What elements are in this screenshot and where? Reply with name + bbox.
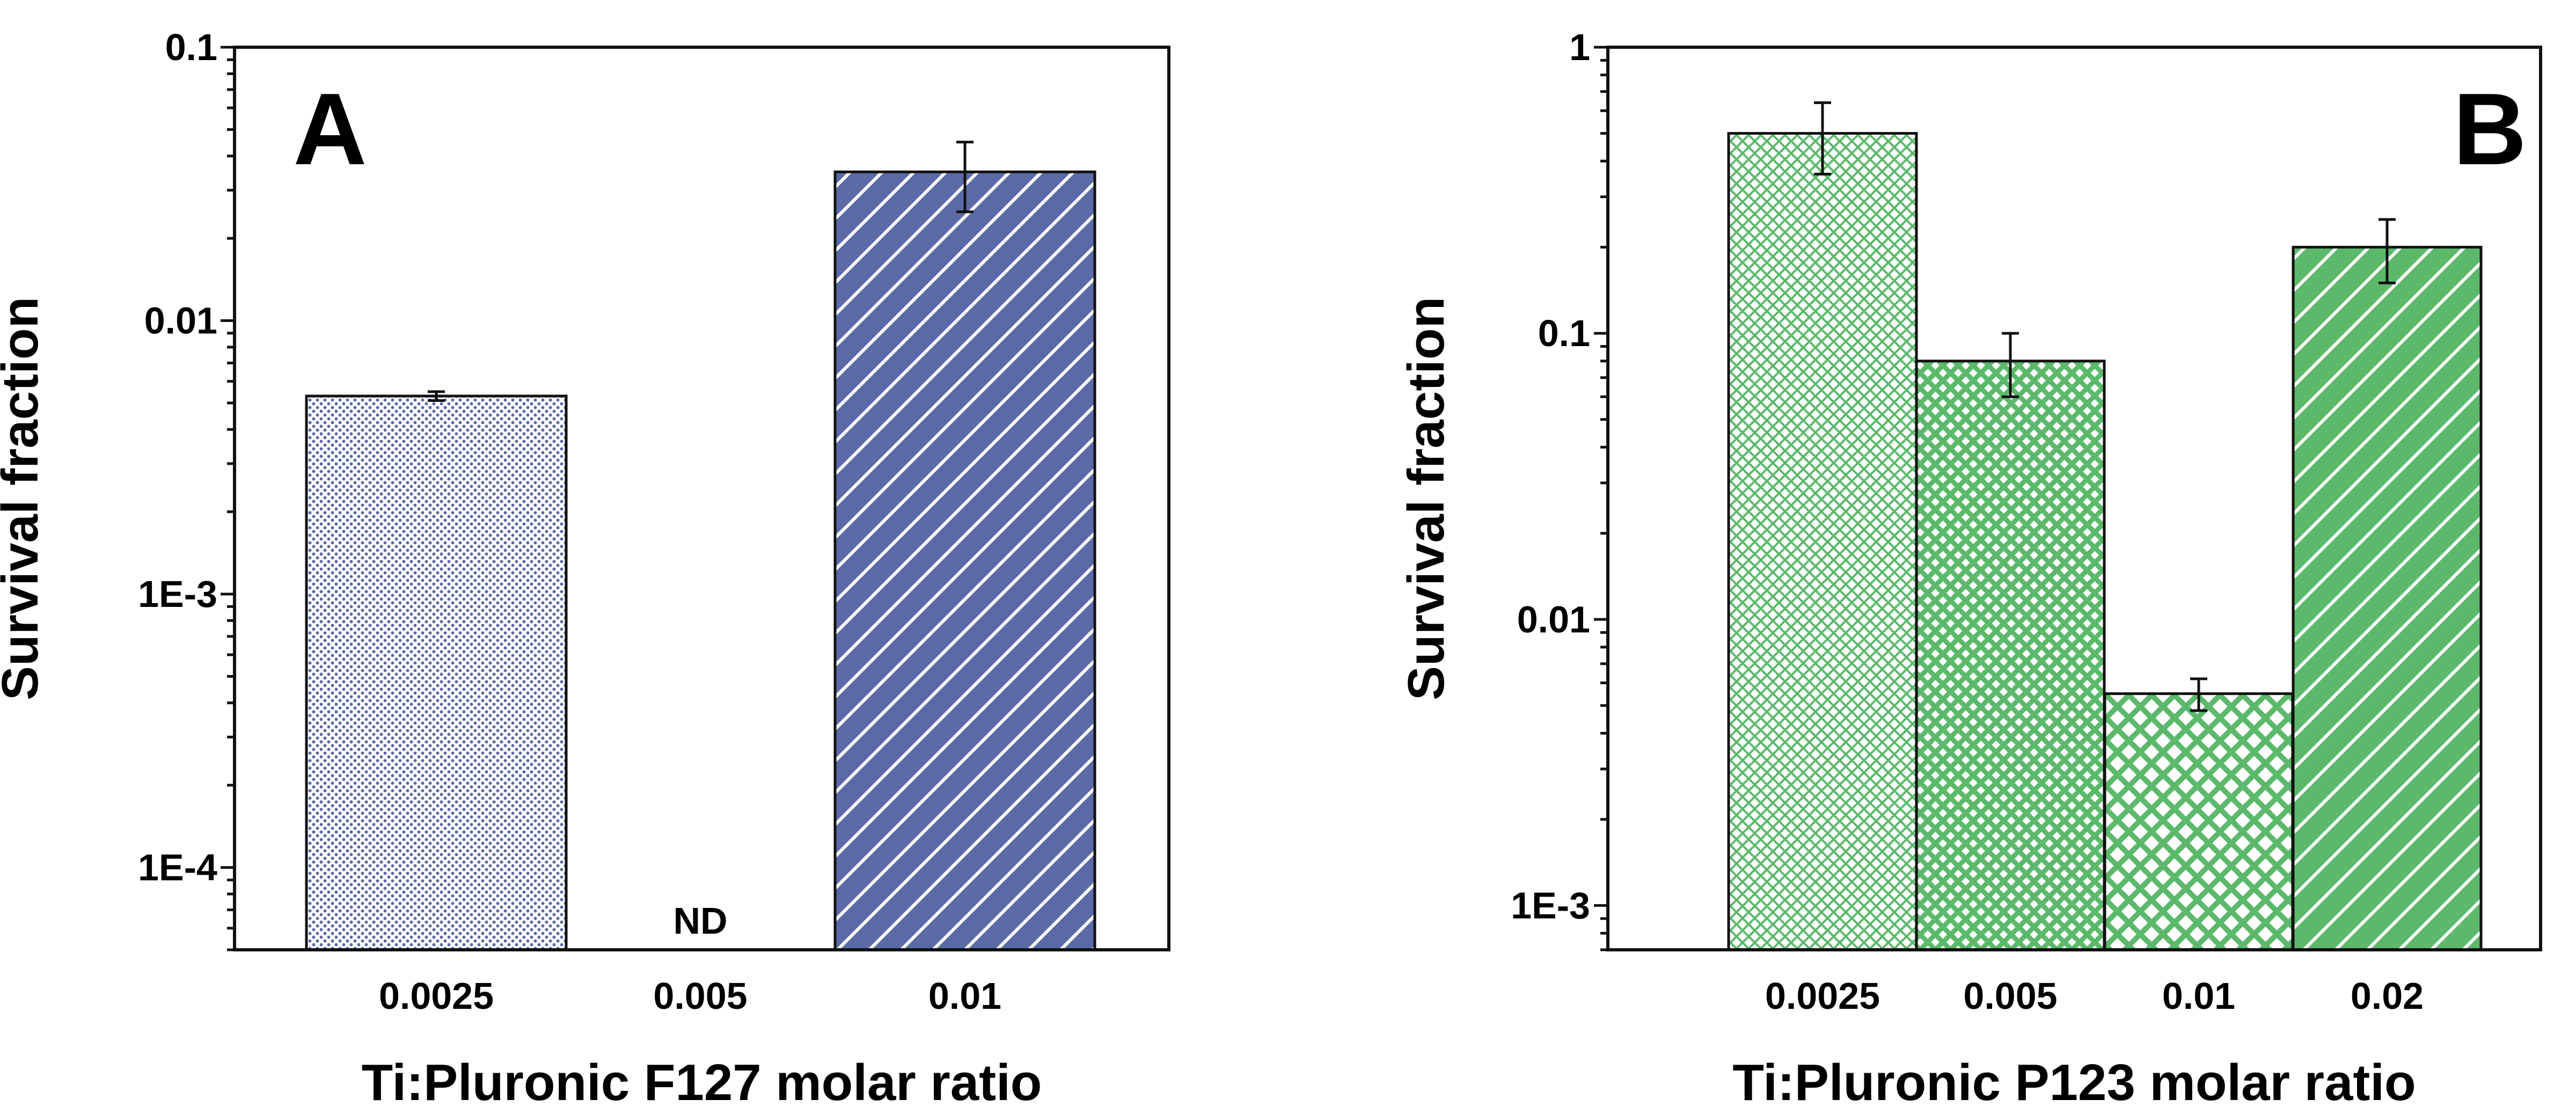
x-tick-label-a-3: 0.01 bbox=[928, 975, 1001, 1017]
chart-panel-b: 0.0025 0.005 0.01 0.02 1 0.1 0.01 1E-3 Survival … bbox=[1397, 26, 2542, 1111]
x-axis-title-a: Ti:Pluronic F127 molar ratio bbox=[362, 1054, 1042, 1111]
y-tick-label-b-2: 0.1 bbox=[1538, 312, 1590, 354]
y-tick-label-b-1: 1 bbox=[1569, 26, 1590, 68]
y-tick-label-b-4: 1E-3 bbox=[1511, 884, 1590, 926]
x-axis-title-b: Ti:Pluronic P123 molar ratio bbox=[1732, 1054, 2416, 1111]
bar-a-3 bbox=[833, 170, 1096, 951]
y-tick-label-a-2: 0.01 bbox=[144, 300, 217, 342]
x-tick-label-a-1: 0.0025 bbox=[379, 975, 494, 1017]
bar-b-4 bbox=[2292, 246, 2483, 951]
x-tick-label-a-2: 0.005 bbox=[653, 975, 747, 1017]
bar-b-3 bbox=[2103, 692, 2294, 951]
error-bar-b-4 bbox=[2379, 218, 2396, 284]
x-tick-label-b-2: 0.005 bbox=[1963, 975, 2057, 1017]
panel-label-a: A bbox=[293, 72, 367, 186]
y-tick-label-b-3: 0.01 bbox=[1517, 598, 1590, 640]
x-tick-label-b-3: 0.01 bbox=[2162, 975, 2235, 1017]
error-bar-b-1 bbox=[1814, 101, 1831, 176]
x-tick-label-b-4: 0.02 bbox=[2351, 975, 2424, 1017]
x-tick-label-b-1: 0.0025 bbox=[1765, 975, 1880, 1017]
bar-b-1 bbox=[1727, 131, 1918, 951]
y-axis-title-b: Survival fraction bbox=[1397, 297, 1455, 700]
error-bar-b-3 bbox=[2190, 677, 2207, 712]
y-tick-label-a-3: 1E-3 bbox=[138, 573, 217, 615]
y-ticks-a bbox=[221, 46, 235, 951]
chart-panel-a: 0.0025 ND 0.005 0.01 0.1 0.01 1E-3 1E-4 Survival… bbox=[0, 26, 1170, 1111]
bar-b-2 bbox=[1915, 360, 2106, 951]
bar-annotation-a-2: ND bbox=[673, 900, 727, 942]
error-bar-b-2 bbox=[2002, 332, 2019, 398]
y-axis-title-a: Survival fraction bbox=[0, 297, 49, 700]
plot-frame-b bbox=[1606, 46, 2542, 951]
error-bar-a-1 bbox=[428, 390, 445, 402]
plot-frame-a bbox=[233, 46, 1170, 951]
y-ticks-b bbox=[1594, 46, 1608, 951]
y-tick-label-a-1: 0.1 bbox=[165, 26, 217, 68]
y-tick-label-a-4: 1E-4 bbox=[138, 847, 217, 889]
bar-a-1 bbox=[305, 394, 568, 951]
error-bar-a-3 bbox=[956, 141, 974, 214]
panel-label-b: B bbox=[2453, 72, 2527, 186]
